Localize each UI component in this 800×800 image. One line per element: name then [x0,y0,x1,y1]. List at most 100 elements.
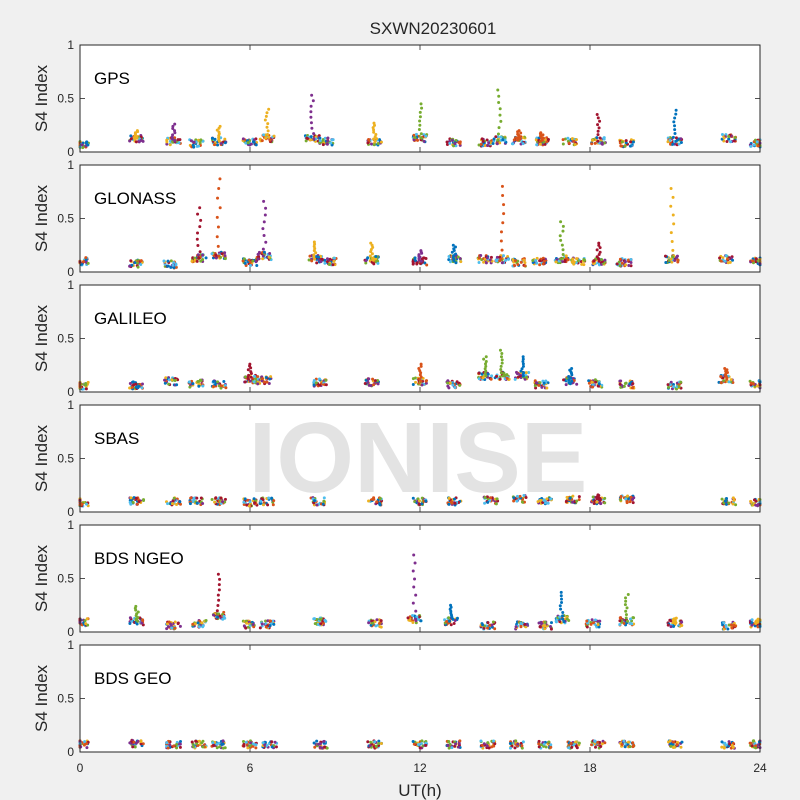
data-point [723,259,727,263]
data-point [319,260,323,264]
data-point [214,256,218,260]
data-point [196,244,200,248]
data-point [543,627,547,631]
data-point [519,622,523,626]
data-point [582,258,586,262]
data-point [558,234,562,238]
data-point [322,496,326,500]
data-point [721,623,725,627]
data-point [534,259,538,263]
data-point [479,253,483,257]
data-point [597,243,601,247]
data-point [624,381,628,385]
data-point [273,740,277,744]
data-point [521,136,525,140]
data-point [261,377,265,381]
data-point [312,240,316,244]
data-point [495,255,499,259]
panel-glonass: 0 0.5 1 S4 Index GLONASS [32,158,762,279]
data-point [244,141,248,145]
data-point [272,622,276,626]
data-point [500,361,504,365]
data-point [554,260,558,264]
data-point [447,496,451,500]
y-axis-label: S4 Index [32,184,51,252]
data-point [501,138,505,142]
data-point [168,143,172,147]
data-point [454,742,458,746]
data-point [219,384,223,388]
data-point [675,256,679,260]
data-point [83,740,87,744]
data-point [210,252,214,256]
data-point [84,256,88,260]
data-point [165,627,169,631]
data-point [503,138,507,142]
data-point [322,739,326,743]
data-point [592,259,596,263]
data-point [514,739,518,743]
data-point [86,261,90,265]
data-point [626,619,630,623]
data-point [166,259,170,263]
data-point [598,619,602,623]
y-tick-label: 1 [67,38,74,52]
data-point [262,220,266,224]
data-point [244,626,248,630]
data-point [447,502,451,506]
data-point [597,126,601,130]
data-point [425,263,429,267]
data-point [446,381,450,385]
x-tick-label: 6 [247,761,254,775]
data-point [679,380,683,384]
data-point [223,746,227,750]
data-point [195,496,199,500]
data-point [82,743,86,747]
data-point [417,502,421,506]
scatter-points [78,177,762,270]
data-point [372,121,376,125]
data-point [332,256,336,260]
data-point [720,497,724,501]
data-point [371,377,375,381]
data-point [213,500,217,504]
data-point [177,141,181,145]
data-point [412,133,416,137]
data-point [549,743,553,747]
data-point [595,500,599,504]
data-point [546,501,550,505]
data-point [314,255,318,259]
data-point [199,218,203,222]
data-point [524,371,528,375]
x-tick-label: 0 [77,761,84,775]
data-point [534,386,538,390]
axes-frame [79,524,761,633]
data-point [506,255,510,259]
data-point [631,382,635,386]
data-point [673,116,677,120]
figure-title: SXWN20230601 [370,19,497,38]
data-point [572,379,576,383]
data-point [672,624,676,628]
panel-gps: 0 0.5 1 S4 Index GPS [32,38,762,159]
data-point [217,187,221,191]
data-point [492,739,496,743]
data-point [267,381,271,385]
data-point [453,142,457,146]
data-point [559,238,563,242]
data-point [263,213,267,217]
data-point [483,257,487,261]
y-tick-label: 0 [67,145,74,159]
data-point [309,110,313,114]
data-point [486,144,490,148]
data-point [561,138,565,142]
data-point [83,619,87,623]
data-point [499,135,503,139]
data-point [136,610,140,614]
data-point [623,260,627,264]
data-point [669,744,673,748]
data-point [307,258,311,262]
data-point [417,253,421,257]
data-point [135,261,139,265]
data-point [673,124,677,128]
